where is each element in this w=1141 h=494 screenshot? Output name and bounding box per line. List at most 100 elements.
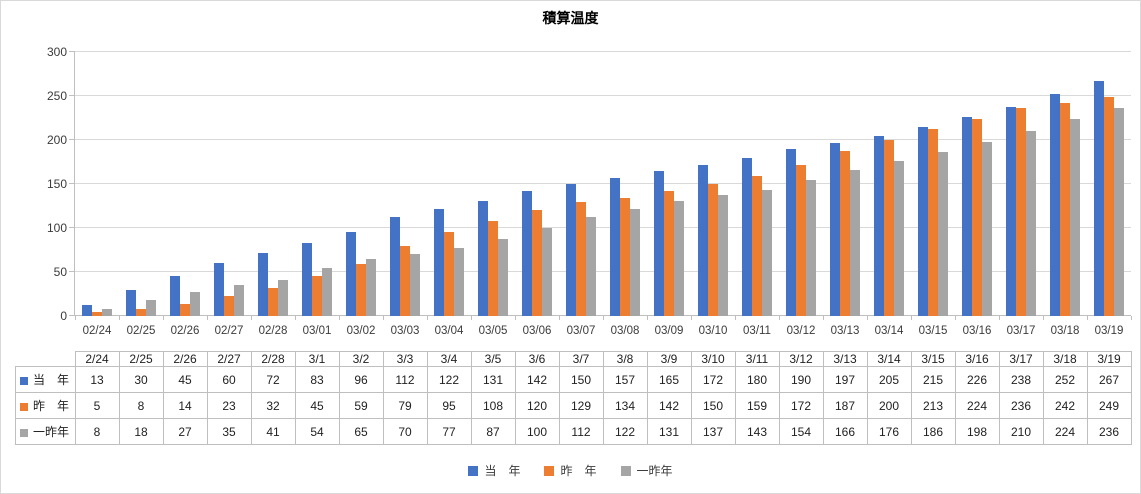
table-value-cell: 157 [602, 366, 648, 393]
bar-two-years-ago [762, 190, 772, 316]
bar-two-years-ago [498, 239, 508, 316]
table-value-cell: 32 [250, 392, 296, 419]
bar-two-years-ago [410, 254, 420, 316]
legend: 当 年 昨 年 一昨年 [1, 462, 1140, 479]
x-axis-label: 03/18 [1050, 325, 1080, 337]
table-value-cell: 267 [1086, 366, 1132, 393]
x-axis-label: 03/03 [390, 325, 420, 337]
legend-label: 昨 年 [560, 464, 597, 478]
table-value-cell: 77 [426, 418, 472, 445]
table-value-cell: 187 [822, 392, 868, 419]
series-key-icon [20, 402, 28, 411]
bar-two-years-ago [234, 285, 244, 316]
table-row-last-year: 昨 年 5 8 14 23 32 45 59 79 95 108 120 129 134 142 150 159… [15, 392, 1132, 419]
bar-two-years-ago [1026, 131, 1036, 316]
series-label: 昨 年 [15, 392, 76, 419]
table-value-cell: 224 [954, 392, 1000, 419]
series-label: 一昨年 [15, 418, 76, 445]
x-axis-label: 03/07 [566, 325, 596, 337]
legend-key-icon [620, 465, 631, 476]
table-header-cell: 3/3 [382, 351, 428, 367]
bar-this-year [918, 127, 928, 316]
table-value-cell: 120 [514, 392, 560, 419]
x-tick [163, 316, 164, 320]
table-value-cell: 165 [646, 366, 692, 393]
bar-this-year [1094, 81, 1104, 316]
legend-item-this-year: 当 年 [468, 462, 520, 479]
bar-this-year [434, 209, 444, 316]
table-value-cell: 122 [602, 418, 648, 445]
bar-last-year [840, 151, 850, 316]
gridline [75, 271, 1131, 272]
bar-last-year [928, 129, 938, 316]
y-axis-label: 300 [46, 45, 67, 59]
table-value-cell: 215 [910, 366, 956, 393]
x-axis-label: 03/02 [346, 325, 376, 337]
bar-two-years-ago [366, 259, 376, 316]
bar-last-year [136, 309, 146, 316]
x-tick [251, 316, 252, 320]
x-tick [867, 316, 868, 320]
y-tick [69, 271, 75, 272]
table-header-cell: 2/27 [206, 351, 252, 367]
x-axis-label: 02/25 [126, 325, 156, 337]
x-axis-label: 03/15 [918, 325, 948, 337]
table-value-cell: 65 [338, 418, 384, 445]
table-corner-cell [16, 352, 76, 367]
bar-this-year [82, 305, 92, 316]
table-value-cell: 172 [690, 366, 736, 393]
table-value-cell: 205 [866, 366, 912, 393]
bar-two-years-ago [102, 309, 112, 316]
bar-two-years-ago [146, 300, 156, 316]
x-tick [823, 316, 824, 320]
table-value-cell: 30 [118, 366, 164, 393]
legend-item-two-years-ago: 一昨年 [620, 462, 673, 479]
x-tick [295, 316, 296, 320]
bar-last-year [1104, 97, 1114, 316]
x-axis-label: 03/09 [654, 325, 684, 337]
bar-this-year [258, 253, 268, 316]
table-header-cell: 3/11 [734, 351, 780, 367]
bar-two-years-ago [982, 142, 992, 316]
table-value-cell: 166 [822, 418, 868, 445]
y-tick [69, 95, 75, 96]
bar-last-year [268, 288, 278, 316]
table-value-cell: 60 [206, 366, 252, 393]
y-tick [69, 51, 75, 52]
y-axis-label: 50 [53, 265, 67, 279]
table-value-cell: 14 [162, 392, 208, 419]
bar-this-year [1006, 107, 1016, 316]
table-value-cell: 122 [426, 366, 472, 393]
data-table: 2/24 2/25 2/26 2/27 2/28 3/1 3/2 3/3 3/4 3/5 3/6 3/… [15, 351, 1132, 445]
table-value-cell: 112 [382, 366, 428, 393]
bar-last-year [532, 210, 542, 316]
table-value-cell: 180 [734, 366, 780, 393]
x-axis-label: 02/26 [170, 325, 200, 337]
table-value-cell: 87 [470, 418, 516, 445]
table-header-cell: 3/15 [910, 351, 956, 367]
table-value-cell: 197 [822, 366, 868, 393]
table-value-cell: 59 [338, 392, 384, 419]
x-tick [207, 316, 208, 320]
table-header-cell: 3/19 [1086, 351, 1132, 367]
table-header-cell: 3/2 [338, 351, 384, 367]
bar-this-year [654, 171, 664, 316]
gridline [75, 183, 1131, 184]
table-value-cell: 210 [998, 418, 1044, 445]
x-tick [1043, 316, 1044, 320]
table-value-cell: 200 [866, 392, 912, 419]
y-axis-label: 200 [46, 133, 67, 147]
legend-key-icon [544, 465, 555, 476]
gridline [75, 95, 1131, 96]
bar-last-year [708, 184, 718, 316]
bar-this-year [566, 184, 576, 316]
bar-last-year [1016, 108, 1026, 316]
bar-two-years-ago [586, 217, 596, 316]
table-header-cell: 3/1 [294, 351, 340, 367]
x-tick [427, 316, 428, 320]
bar-last-year [180, 304, 190, 316]
bar-two-years-ago [894, 161, 904, 316]
bar-last-year [356, 264, 366, 316]
table-value-cell: 150 [690, 392, 736, 419]
bar-this-year [786, 149, 796, 316]
